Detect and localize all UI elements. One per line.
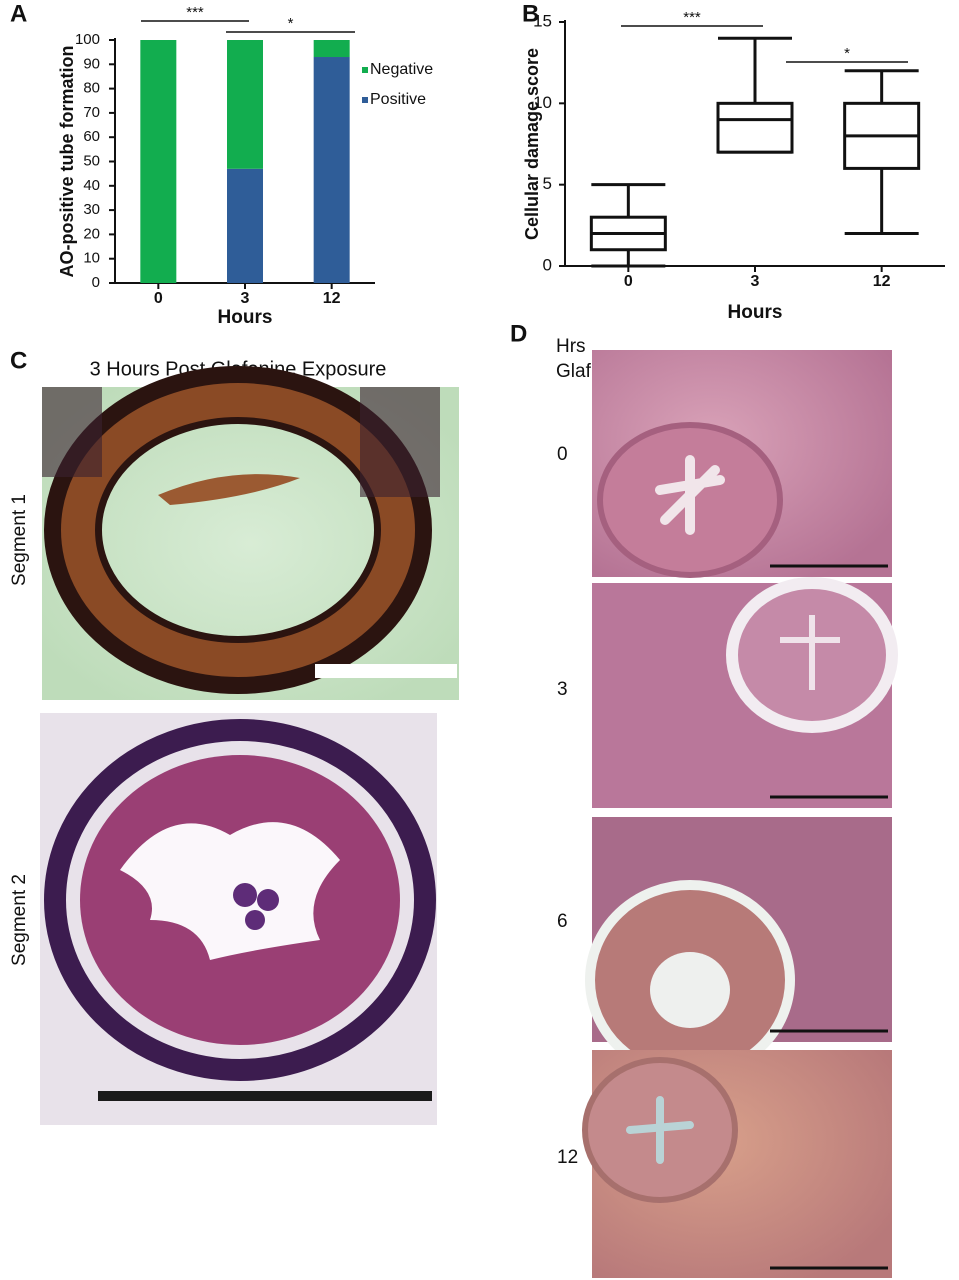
x-tick-label: 3 [241,290,250,307]
bar-segment [313,57,350,284]
y-tick-label: 80 [83,80,100,97]
column-header: Glaf [556,361,592,382]
y-axis-label: Cellular damage score [522,48,542,240]
micrograph [592,577,898,808]
y-tick-label: 0 [92,274,100,291]
significance-label: *** [683,9,701,26]
x-tick-label: 0 [624,273,633,290]
legend-label: Positive [370,91,426,108]
panel-label: A [10,0,27,27]
y-tick-label: 5 [543,174,552,193]
image-label: Segment 2 [9,874,30,966]
x-tick-label: 12 [873,273,891,290]
significance-label: *** [186,4,204,21]
image-label: 12 [557,1147,578,1168]
y-tick-label: 90 [83,55,100,72]
x-tick-label: 3 [751,273,760,290]
y-tick-label: 100 [75,31,100,48]
y-tick-label: 50 [83,152,100,169]
y-tick-label: 20 [83,225,100,242]
micrograph [42,366,459,700]
panel-label: B [522,0,539,27]
y-tick-label: 15 [533,11,552,30]
legend-label: Negative [370,61,433,78]
panel-label: C [10,347,27,374]
x-axis-label: Hours [728,302,783,323]
image-label: 3 [557,679,568,700]
column-header: Hrs [556,336,586,357]
significance-label: * [844,45,850,62]
image-label: 0 [557,444,568,465]
bar-segment [227,168,263,283]
micrograph [592,350,892,578]
image-label: 6 [557,911,568,932]
micrograph [582,1050,892,1278]
y-tick-label: 60 [83,128,100,145]
bar-segment [313,40,350,58]
panel-label: D [510,320,527,347]
y-tick-label: 30 [83,201,100,218]
box [716,101,794,154]
x-tick-label: 0 [154,290,163,307]
y-tick-label: 10 [83,250,100,267]
legend-swatch [362,67,368,73]
micrograph [40,713,437,1125]
micrograph [585,817,892,1080]
y-tick-label: 40 [83,177,100,194]
y-axis-label: AO-positive tube formation [57,45,77,277]
y-tick-label: 0 [543,255,552,274]
x-tick-label: 12 [323,290,341,307]
y-tick-label: 10 [533,93,552,112]
legend-swatch [362,97,368,103]
image-label: Segment 1 [9,494,30,586]
bar-segment [227,40,263,169]
y-tick-label: 70 [83,104,100,121]
significance-label: * [288,15,294,32]
x-axis-label: Hours [218,307,273,328]
bar-segment [140,40,177,283]
